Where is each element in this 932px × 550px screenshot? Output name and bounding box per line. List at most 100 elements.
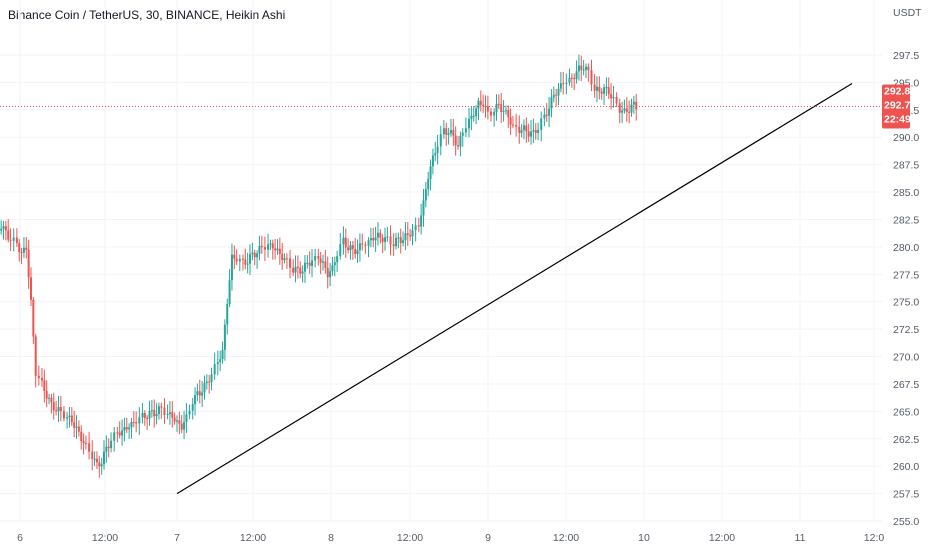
candle-body xyxy=(509,117,512,125)
candle-body xyxy=(15,237,18,244)
candle-body xyxy=(143,413,146,419)
candle-body xyxy=(296,266,299,268)
candle-body xyxy=(196,391,199,396)
price-badge-label: 292.7 xyxy=(884,100,910,112)
candle-body xyxy=(379,232,382,238)
candle-body xyxy=(267,244,270,250)
candle-body xyxy=(621,110,624,113)
y-tick-label: 297.5 xyxy=(893,50,919,62)
candle-body xyxy=(2,226,5,229)
candle-body xyxy=(369,238,372,241)
candle-body xyxy=(219,359,222,362)
price-badge-label: 292.8 xyxy=(884,86,910,98)
candle-body xyxy=(180,423,183,430)
candle-body xyxy=(562,83,565,85)
candle-body xyxy=(333,262,336,266)
candle-body xyxy=(100,464,103,467)
candle-body xyxy=(228,280,231,304)
candle-body xyxy=(246,263,249,265)
candle-body xyxy=(205,381,208,383)
candle-body xyxy=(603,87,606,94)
candle-body xyxy=(37,375,40,379)
candle-body xyxy=(308,262,311,266)
candle-body xyxy=(502,111,505,113)
candle-body xyxy=(434,153,437,156)
candle-body xyxy=(198,391,201,396)
candle-body xyxy=(468,118,471,129)
candle-body xyxy=(459,135,462,147)
candle-body xyxy=(384,237,387,242)
candle-body xyxy=(9,239,12,241)
candle-body xyxy=(110,440,113,449)
price-axis[interactable]: USDT 255.0 257.5 260.0 262.5 265.0 267.5 270.0… xyxy=(893,7,922,528)
candle-body xyxy=(559,83,562,89)
candle-body xyxy=(306,262,309,264)
candle-body xyxy=(406,233,409,236)
candle-body xyxy=(185,414,188,422)
candle-body xyxy=(271,243,274,249)
y-tick-label: 282.5 xyxy=(893,214,919,226)
candle-body xyxy=(482,104,485,106)
candle-body xyxy=(495,103,498,112)
candle-body xyxy=(557,88,560,96)
candle-body xyxy=(630,104,633,113)
candle-body xyxy=(157,406,160,415)
candle-body xyxy=(12,237,15,241)
candle-body xyxy=(395,237,398,247)
candle-body xyxy=(635,101,638,110)
trendline[interactable] xyxy=(176,82,853,495)
candle-body xyxy=(511,124,514,126)
candle-body xyxy=(256,253,259,258)
candle-body xyxy=(522,125,525,131)
candle-body xyxy=(294,266,297,273)
candle-body xyxy=(573,77,576,80)
candle-body xyxy=(409,235,412,237)
candle-body xyxy=(351,245,354,249)
trendline-layer[interactable] xyxy=(176,82,853,495)
candle-body xyxy=(550,97,553,109)
candle-body xyxy=(22,247,25,253)
candle-body xyxy=(66,416,69,419)
candle-body xyxy=(582,69,585,71)
candle-body xyxy=(183,421,186,430)
candle-body xyxy=(25,247,28,250)
y-tick-label: 272.5 xyxy=(893,324,919,336)
candle-body xyxy=(372,238,375,241)
candle-body xyxy=(249,254,252,264)
candle-body xyxy=(618,103,621,113)
candle-body xyxy=(18,243,21,253)
candle-body xyxy=(95,458,98,463)
candle-body xyxy=(565,82,568,84)
candle-body xyxy=(201,392,204,396)
candle-body xyxy=(216,361,219,365)
candle-body xyxy=(70,415,73,423)
candle-body xyxy=(48,397,51,399)
candle-body xyxy=(374,237,377,241)
y-tick-label: 275.0 xyxy=(893,297,919,309)
candle-body xyxy=(452,130,455,136)
candle-body xyxy=(326,267,329,278)
candle-body xyxy=(349,245,352,251)
time-axis[interactable]: 6 12:00 7 12:00 8 12:00 9 12:00 10 12:00 11 12:0 xyxy=(17,532,884,544)
candle-body xyxy=(449,130,452,134)
candle-body xyxy=(347,247,350,251)
candle-body xyxy=(253,252,256,258)
candle-body xyxy=(381,237,384,242)
candle-body xyxy=(497,103,500,105)
y-tick-label: 270.0 xyxy=(893,352,919,364)
candle-body xyxy=(93,458,96,460)
candle-body xyxy=(285,258,288,260)
candle-body xyxy=(160,406,163,408)
candle-body xyxy=(210,374,213,383)
candle-body xyxy=(221,349,224,360)
candle-body xyxy=(27,249,30,278)
candle-body xyxy=(128,427,131,430)
candle-body xyxy=(226,303,229,325)
candle-body xyxy=(82,441,85,444)
candle-body xyxy=(230,254,233,281)
candle-body xyxy=(233,254,236,259)
candle-body xyxy=(132,421,135,423)
candle-body xyxy=(507,110,510,118)
candle-body xyxy=(532,130,535,132)
